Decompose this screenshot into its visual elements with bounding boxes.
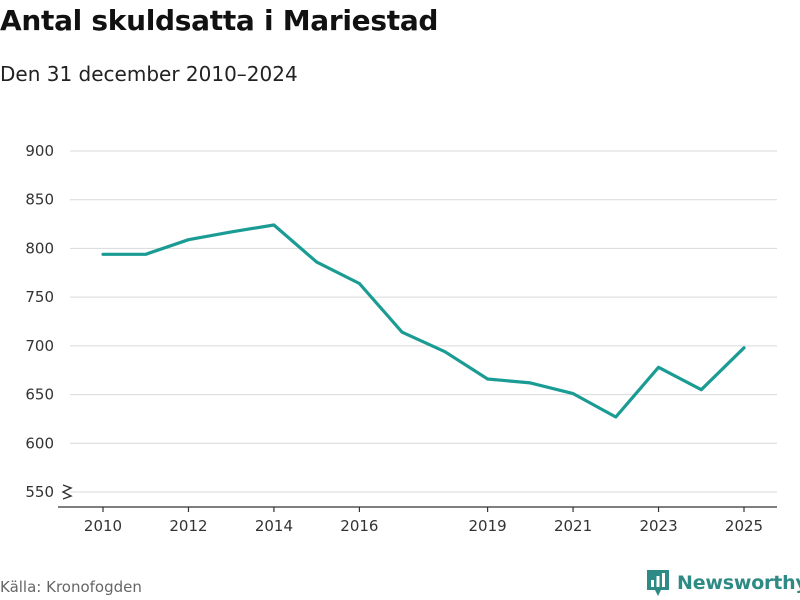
axis-break-icon xyxy=(61,484,73,500)
x-tick-label-2021: 2021 xyxy=(554,517,592,535)
series-layer xyxy=(101,223,746,419)
x-axis-ticks: 2010 2012 2014 2016 2019 2021 2023 2025 xyxy=(84,507,763,535)
y-tick-label-750: 750 xyxy=(25,288,54,306)
data-point-2010 xyxy=(101,253,105,256)
x-tick-label-2025: 2025 xyxy=(725,517,763,535)
brand-logo: Newsworthy xyxy=(645,568,800,598)
gridlines xyxy=(61,150,777,500)
x-tick-label-2014: 2014 xyxy=(255,517,293,535)
newsworthy-icon xyxy=(647,570,669,596)
data-point-2023 xyxy=(657,366,660,369)
data-point-2022 xyxy=(614,415,617,419)
x-tick-label-2019: 2019 xyxy=(469,517,507,535)
data-point-2020 xyxy=(529,381,532,385)
data-point-2018 xyxy=(443,350,447,353)
x-tick-label-2016: 2016 xyxy=(340,517,378,535)
chart-title: Antal skuldsatta i Mariestad xyxy=(0,4,439,37)
y-tick-label-800: 800 xyxy=(25,239,54,257)
series-line-0 xyxy=(101,223,746,419)
x-tick-label-2023: 2023 xyxy=(639,517,677,535)
brand-name: Newsworthy xyxy=(677,572,800,594)
data-point-2024 xyxy=(700,388,703,391)
data-point-2025 xyxy=(742,346,746,350)
data-point-2015 xyxy=(315,260,318,264)
data-point-2012 xyxy=(187,238,190,241)
y-tick-label-850: 850 xyxy=(25,191,54,209)
y-tick-label-600: 600 xyxy=(25,434,54,452)
data-point-2017 xyxy=(400,331,404,334)
data-point-2014 xyxy=(272,223,276,227)
chart-subtitle: Den 31 december 2010–2024 xyxy=(0,62,298,86)
data-point-2019 xyxy=(486,377,489,381)
data-point-2011 xyxy=(144,253,147,256)
source-note: Källa: Kronofogden xyxy=(0,578,142,596)
data-point-2016 xyxy=(358,282,361,285)
y-tick-label-550: 550 xyxy=(25,483,54,501)
data-point-2021 xyxy=(571,392,575,395)
y-axis-ticks: 550 600 650 700 750 800 850 900 xyxy=(25,142,54,501)
y-tick-label-700: 700 xyxy=(25,337,54,355)
data-point-2013 xyxy=(230,230,233,234)
y-tick-label-900: 900 xyxy=(25,142,54,160)
x-tick-label-2012: 2012 xyxy=(169,517,207,535)
x-tick-label-2010: 2010 xyxy=(84,517,122,535)
y-tick-label-650: 650 xyxy=(25,386,54,404)
